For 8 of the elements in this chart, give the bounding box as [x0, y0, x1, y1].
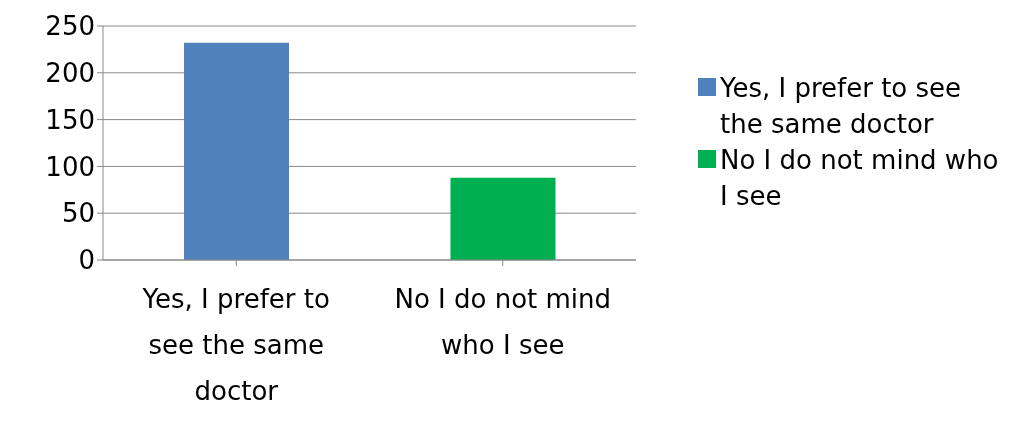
y-tick-label: 250 — [45, 11, 95, 42]
y-tick-label: 50 — [61, 198, 95, 229]
y-tick-label: 100 — [45, 151, 95, 182]
legend-label: No I do not mind who I see — [720, 144, 1000, 213]
legend-label: Yes, I prefer to see the same doctor — [720, 72, 963, 141]
y-tick-label: 200 — [45, 58, 95, 89]
y-tick-label: 0 — [78, 245, 95, 276]
y-tick-label: 150 — [45, 104, 95, 135]
